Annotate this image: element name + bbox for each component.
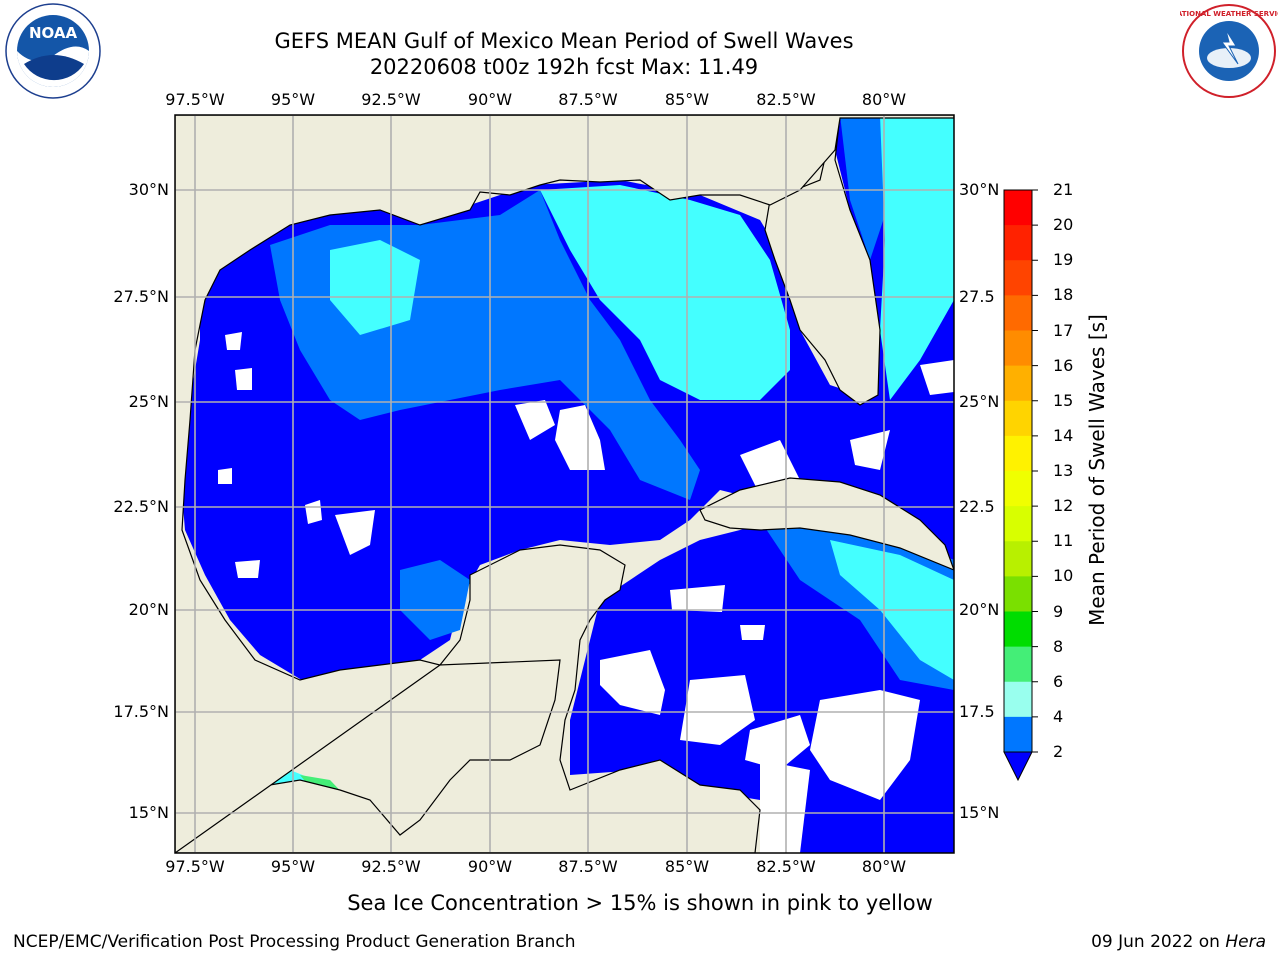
colorbar-tick-label: 8 [1053, 636, 1064, 656]
lat-tick-left: 17.5°N [113, 702, 169, 721]
colorbar-tick-label: 14 [1053, 425, 1074, 445]
colorbar-segment [1004, 646, 1032, 683]
lat-tick-right: 30°N [959, 180, 1000, 199]
cuba-land [699, 477, 954, 571]
lat-tick-left: 25°N [128, 392, 169, 411]
noaa-logo: NOAA [5, 3, 101, 99]
colorbar-segment [1004, 541, 1032, 577]
colorbar-tick-label: 9 [1053, 601, 1064, 621]
lon-tick-top: 92.5°W [361, 90, 421, 109]
lon-tick-bottom: 82.5°W [756, 857, 816, 876]
lon-tick-top: 90°W [467, 90, 513, 109]
colorbar-tick-label: 15 [1053, 390, 1074, 410]
colorbar-extension [1003, 751, 1033, 782]
map-title: GEFS MEAN Gulf of Mexico Mean Period of … [274, 29, 854, 53]
lat-tick-left: 15°N [128, 803, 169, 822]
colorbar-segment [1004, 435, 1032, 472]
colorbar-tick-label: 6 [1053, 671, 1064, 691]
lon-tick-bottom: 97.5°W [165, 857, 225, 876]
florida-land [764, 115, 881, 406]
map-subtitle: 20220608 t00z 192h fcst Max: 11.49 [369, 55, 759, 79]
lat-tick-right: 20°N [959, 600, 1000, 619]
footer-date-text: 09 Jun 2022 on [1091, 932, 1226, 952]
colorbar-segment [1004, 295, 1032, 331]
lat-tick-left: 20°N [128, 600, 169, 619]
lat-tick-right: 17.5 [959, 702, 995, 721]
nws-logo-text: NATIONAL WEATHER SERVICE [1180, 10, 1278, 18]
footer-date: 09 Jun 2022 on Hera [1091, 932, 1266, 952]
noaa-logo-text: NOAA [29, 24, 78, 42]
colorbar-tick-label: 17 [1053, 320, 1074, 340]
swell-mid-zone-2 [400, 560, 470, 640]
lon-tick-bottom: 90°W [467, 857, 513, 876]
lon-tick-bottom: 92.5°W [361, 857, 421, 876]
lon-tick-bottom: 85°W [664, 857, 710, 876]
colorbar-tick-label: 10 [1053, 566, 1074, 586]
lon-tick-top: 95°W [270, 90, 316, 109]
map-grid [175, 115, 954, 853]
swell-high-zone [540, 185, 790, 400]
colorbar-segment [1004, 260, 1032, 296]
map-frame [174, 114, 955, 854]
lon-tick-bottom: 87.5°W [558, 857, 618, 876]
lon-tick-top: 85°W [664, 90, 710, 109]
colorbar-tick-label: 11 [1053, 531, 1074, 551]
colorbar-segment [1004, 365, 1032, 402]
lat-tick-left: 22.5°N [113, 497, 169, 516]
colorbar-tick-label: 21 [1053, 180, 1074, 199]
colorbar-tick-label: 18 [1053, 285, 1074, 305]
yucatan-land [175, 544, 761, 853]
colorbar-segment [1004, 471, 1032, 507]
missing-data-patches [218, 332, 954, 853]
swell-high-zone-3 [880, 115, 954, 400]
colorbar-segment [1004, 330, 1032, 367]
colorbar-segment [1004, 506, 1032, 542]
lon-tick-top: 82.5°W [756, 90, 816, 109]
footer-credit: NCEP/EMC/Verification Post Processing Pr… [13, 932, 576, 952]
lon-tick-top: 80°W [861, 90, 907, 109]
colorbar-tick-label: 13 [1053, 461, 1074, 480]
colorbar-tick-label: 16 [1053, 355, 1074, 375]
sea-ice-caption: Sea Ice Concentration > 15% is shown in … [347, 891, 933, 915]
colorbar-segment [1004, 611, 1032, 648]
lat-tick-right: 27.5 [959, 287, 995, 306]
lon-tick-bottom: 80°W [861, 857, 907, 876]
colorbar-segment [1004, 576, 1032, 612]
colorbar-tick-label: 4 [1053, 706, 1064, 726]
lat-tick-right: 15°N [959, 803, 1000, 822]
lat-tick-left: 30°N [128, 180, 169, 199]
colorbar-segment [1004, 716, 1032, 752]
lon-tick-top: 87.5°W [558, 90, 618, 109]
lon-tick-top: 97.5°W [165, 90, 225, 109]
colorbar-tick-label: 19 [1053, 250, 1074, 270]
colorbar-label: Mean Period of Swell Waves [s] [1085, 314, 1109, 626]
lat-tick-right: 22.5 [959, 497, 995, 516]
swell-high-zone-2 [330, 240, 420, 335]
colorbar-segment [1004, 190, 1032, 226]
colorbar-tick-label: 2 [1053, 742, 1064, 761]
colorbar-tick-label: 12 [1053, 496, 1074, 516]
footer-host: Hera [1225, 932, 1266, 952]
colorbar [1003, 189, 1038, 782]
lat-tick-right: 25°N [959, 392, 1000, 411]
colorbar-tick-label: 20 [1053, 215, 1074, 235]
colorbar-segment [1004, 225, 1032, 261]
nws-logo: NATIONAL WEATHER SERVICE [1180, 4, 1278, 98]
lon-tick-bottom: 95°W [270, 857, 316, 876]
lat-tick-left: 27.5°N [113, 287, 169, 306]
colorbar-segment [1004, 681, 1032, 718]
colorbar-segment [1004, 400, 1032, 437]
